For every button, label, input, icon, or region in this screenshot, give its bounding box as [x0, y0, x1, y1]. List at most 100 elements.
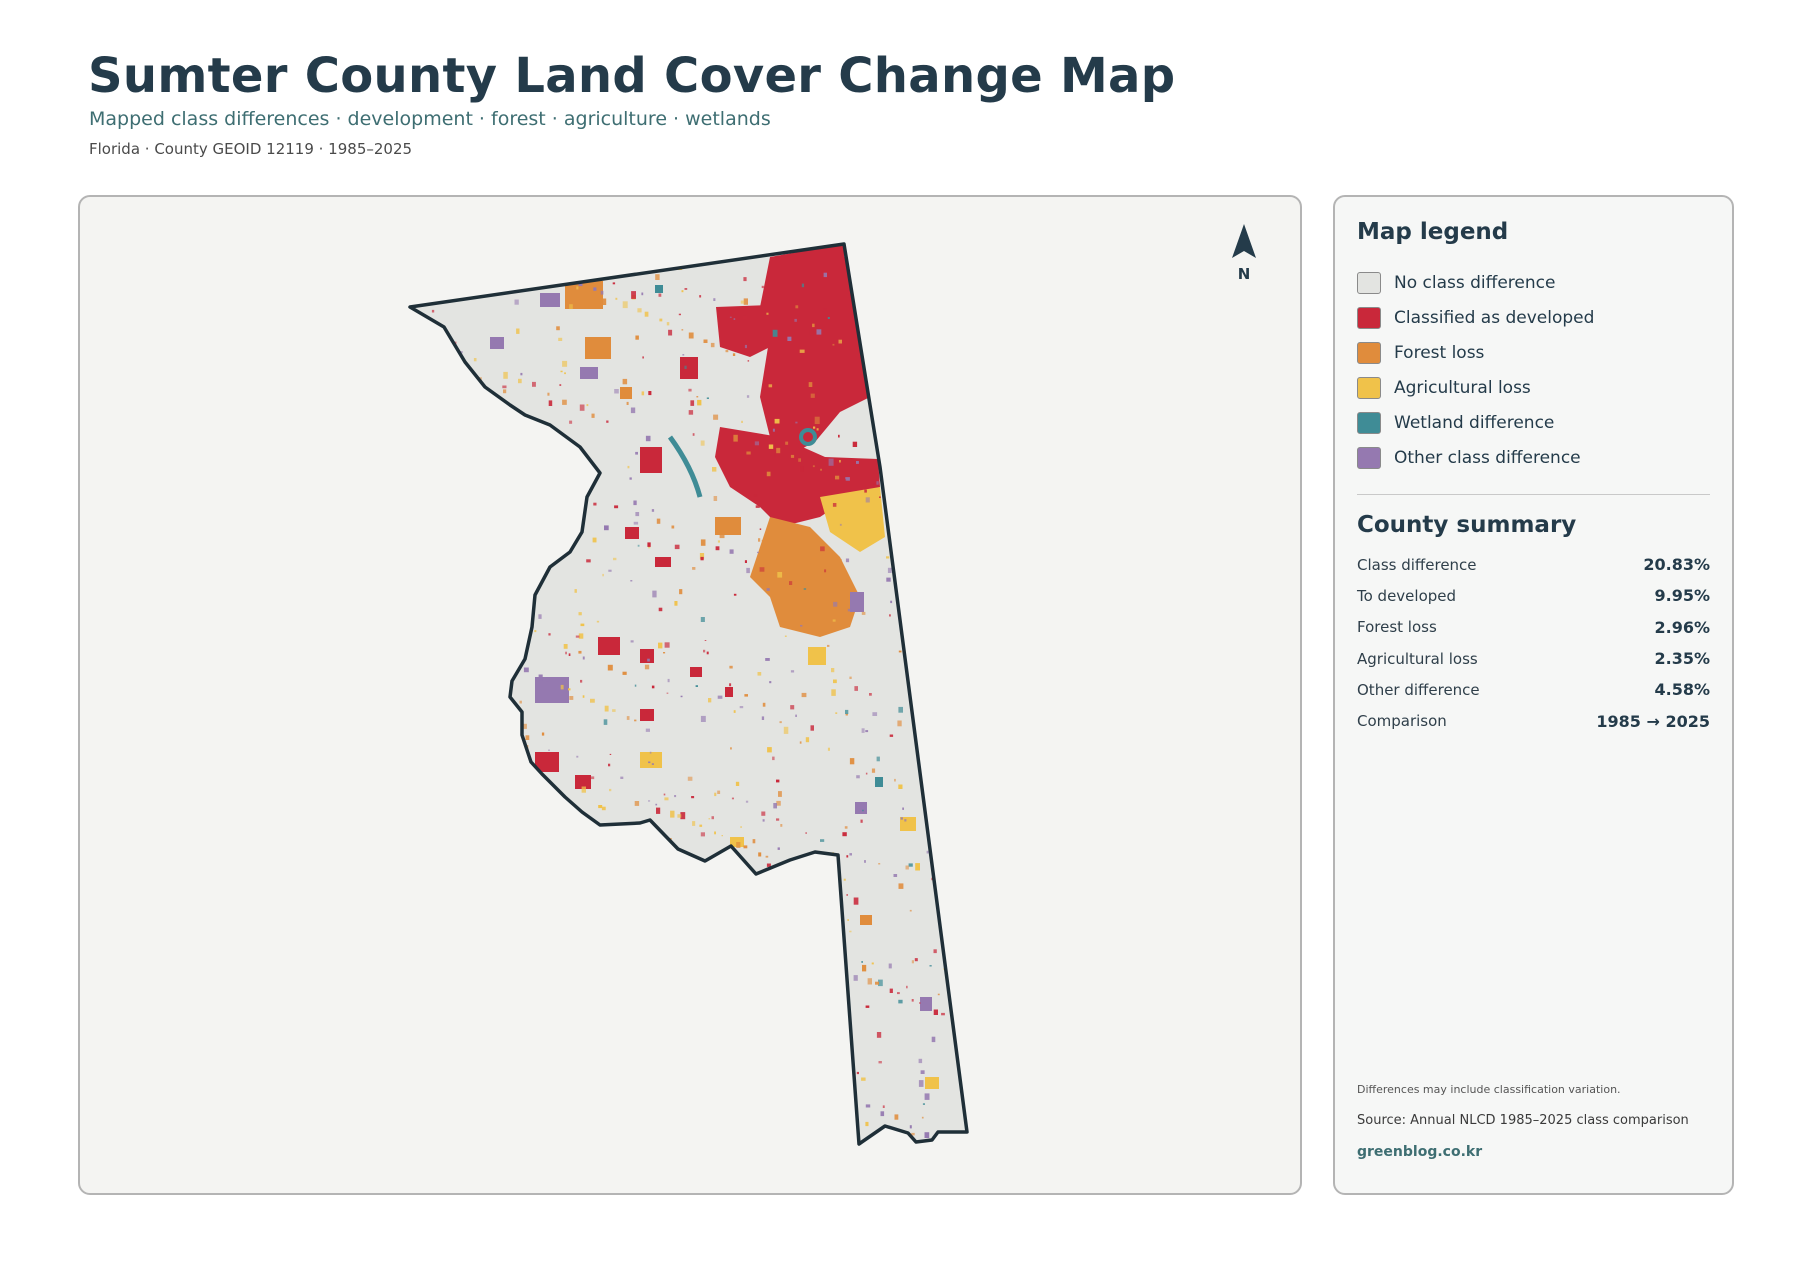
change-speckle: [651, 509, 655, 512]
change-speckle: [410, 497, 416, 504]
change-speckle: [814, 416, 820, 424]
change-speckle: [911, 1132, 915, 1136]
change-speckle: [699, 295, 702, 298]
change-speckle: [444, 1088, 447, 1092]
change-speckle: [700, 832, 705, 837]
summary-label: Other difference: [1357, 680, 1480, 699]
change-speckle: [942, 1137, 947, 1144]
change-speckle: [587, 274, 591, 278]
change-speckle: [809, 329, 814, 336]
change-speckle: [712, 467, 717, 472]
change-speckle: [410, 596, 413, 599]
change-speckle: [898, 258, 902, 262]
change-speckle: [454, 518, 457, 522]
change-speckle: [849, 676, 852, 679]
change-speckle: [862, 809, 864, 812]
change-speckle: [505, 482, 508, 486]
change-speckle: [652, 590, 657, 598]
site-link[interactable]: greenblog.co.kr: [1357, 1144, 1483, 1160]
change-speckle: [410, 402, 414, 405]
change-speckle: [548, 749, 550, 751]
change-speckle: [890, 600, 893, 604]
change-speckle: [452, 584, 454, 587]
change-speckle: [802, 873, 807, 879]
summary-label: To developed: [1357, 586, 1457, 605]
change-speckle: [619, 906, 622, 908]
change-speckle: [893, 874, 898, 877]
change-speckle: [865, 1104, 871, 1108]
change-speckle: [872, 712, 878, 716]
change-speckle: [864, 291, 869, 297]
county-map[interactable]: [80, 197, 1302, 1195]
change-speckle: [955, 839, 959, 843]
change-speckle: [469, 1054, 472, 1059]
change-speckle: [596, 874, 599, 878]
map-panel[interactable]: [78, 195, 1302, 1195]
change-speckle: [622, 301, 628, 309]
change-speckle: [812, 465, 815, 468]
change-speckle: [931, 761, 934, 766]
change-speckle: [790, 454, 795, 458]
change-speckle: [609, 753, 612, 755]
change-speckle: [490, 609, 495, 614]
change-speckle: [823, 272, 827, 278]
change-speckle: [560, 370, 563, 373]
change-speckle: [649, 751, 652, 754]
legend-swatch: [1357, 271, 1381, 294]
change-speckle: [894, 1114, 899, 1120]
change-speckle: [601, 919, 606, 924]
change-speckle: [812, 323, 815, 328]
change-speckle: [515, 479, 519, 483]
change-speckle: [515, 483, 519, 487]
change-speckle: [558, 337, 563, 341]
change-speckle: [483, 1061, 486, 1064]
change-speckle: [952, 531, 958, 536]
change-speckle: [512, 602, 518, 609]
change-speckle: [934, 346, 936, 349]
change-speckle: [601, 923, 605, 926]
change-speckle: [784, 571, 786, 574]
change-speckle: [692, 433, 695, 436]
change-speckle: [865, 730, 869, 733]
change-speckle: [692, 821, 696, 826]
change-speckle: [878, 979, 883, 987]
change-speckle: [942, 787, 946, 792]
change-speckle: [590, 698, 595, 703]
change-speckle: [447, 1044, 451, 1050]
change-speckle: [889, 988, 893, 993]
change-speckle: [534, 259, 538, 264]
change-speckle: [659, 318, 663, 322]
change-speckle: [513, 648, 517, 652]
change-speckle: [827, 747, 830, 751]
change-speckle: [491, 1142, 496, 1144]
change-speckle: [597, 1037, 601, 1042]
other-difference-patch: [855, 802, 867, 814]
change-speckle: [448, 561, 453, 565]
change-speckle: [590, 840, 595, 846]
change-speckle: [695, 254, 698, 258]
summary-row: Agricultural loss 2.35%: [1357, 643, 1710, 674]
summary-value: 2.35%: [1654, 649, 1710, 669]
change-speckle: [964, 639, 967, 644]
change-speckle: [736, 842, 741, 848]
change-speckle: [581, 786, 586, 793]
change-speckle: [854, 686, 858, 691]
change-speckle: [795, 714, 797, 717]
change-speckle: [613, 1126, 618, 1131]
change-speckle: [535, 888, 540, 894]
change-speckle: [425, 1111, 430, 1118]
change-speckle: [531, 1041, 535, 1044]
change-speckle: [773, 803, 777, 809]
change-speckle: [795, 972, 800, 975]
change-speckle: [571, 922, 576, 930]
change-speckle: [949, 300, 952, 303]
change-speckle: [519, 700, 522, 704]
change-speckle: [415, 665, 420, 670]
change-speckle: [531, 498, 536, 502]
change-speckle: [805, 931, 808, 934]
change-speckle: [481, 421, 485, 424]
change-speckle: [733, 710, 736, 713]
developed-patch: [716, 305, 770, 357]
north-label: N: [1237, 265, 1251, 283]
change-speckle: [746, 451, 751, 455]
